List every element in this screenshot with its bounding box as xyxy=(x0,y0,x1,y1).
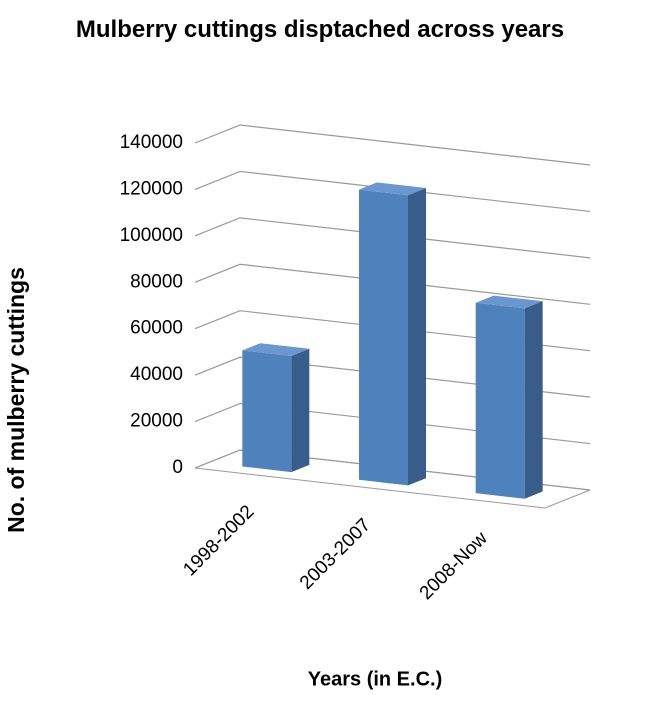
y-tick-label: 60000 xyxy=(130,318,183,339)
bar xyxy=(475,302,525,499)
y-tick-label: 120000 xyxy=(120,178,183,199)
bar-side xyxy=(291,348,310,473)
x-tick-label: 2008-Now xyxy=(416,528,492,604)
grid-line xyxy=(194,402,591,445)
y-tick-label: 20000 xyxy=(130,411,183,432)
x-tick-label: 2003-2007 xyxy=(296,515,375,594)
y-tick-label: 0 xyxy=(172,457,183,478)
bar-side xyxy=(524,301,543,499)
x-tick-label: 1998-2002 xyxy=(179,501,258,580)
y-tick-label: 40000 xyxy=(130,364,183,385)
bar xyxy=(359,189,408,486)
y-tick-label: 80000 xyxy=(130,271,183,292)
bar-top xyxy=(475,295,543,309)
bar-top xyxy=(359,182,426,196)
grid-line xyxy=(194,263,591,305)
grid-line xyxy=(194,310,591,352)
x-axis-title: Years (in E.C.) xyxy=(308,668,443,690)
chart-title: Mulberry cuttings disptached across year… xyxy=(75,16,565,43)
bar xyxy=(242,350,292,473)
grid-line xyxy=(194,217,591,259)
grid-line xyxy=(194,356,591,398)
y-axis-title: No. of mulberry cuttings xyxy=(3,267,29,533)
grid-line xyxy=(194,170,591,213)
bar-top xyxy=(242,343,310,356)
grid-line xyxy=(194,449,591,491)
y-tick-label: 140000 xyxy=(120,132,183,153)
bar-side xyxy=(408,188,426,486)
grid-line xyxy=(194,124,591,166)
y-tick-label: 100000 xyxy=(120,225,183,246)
